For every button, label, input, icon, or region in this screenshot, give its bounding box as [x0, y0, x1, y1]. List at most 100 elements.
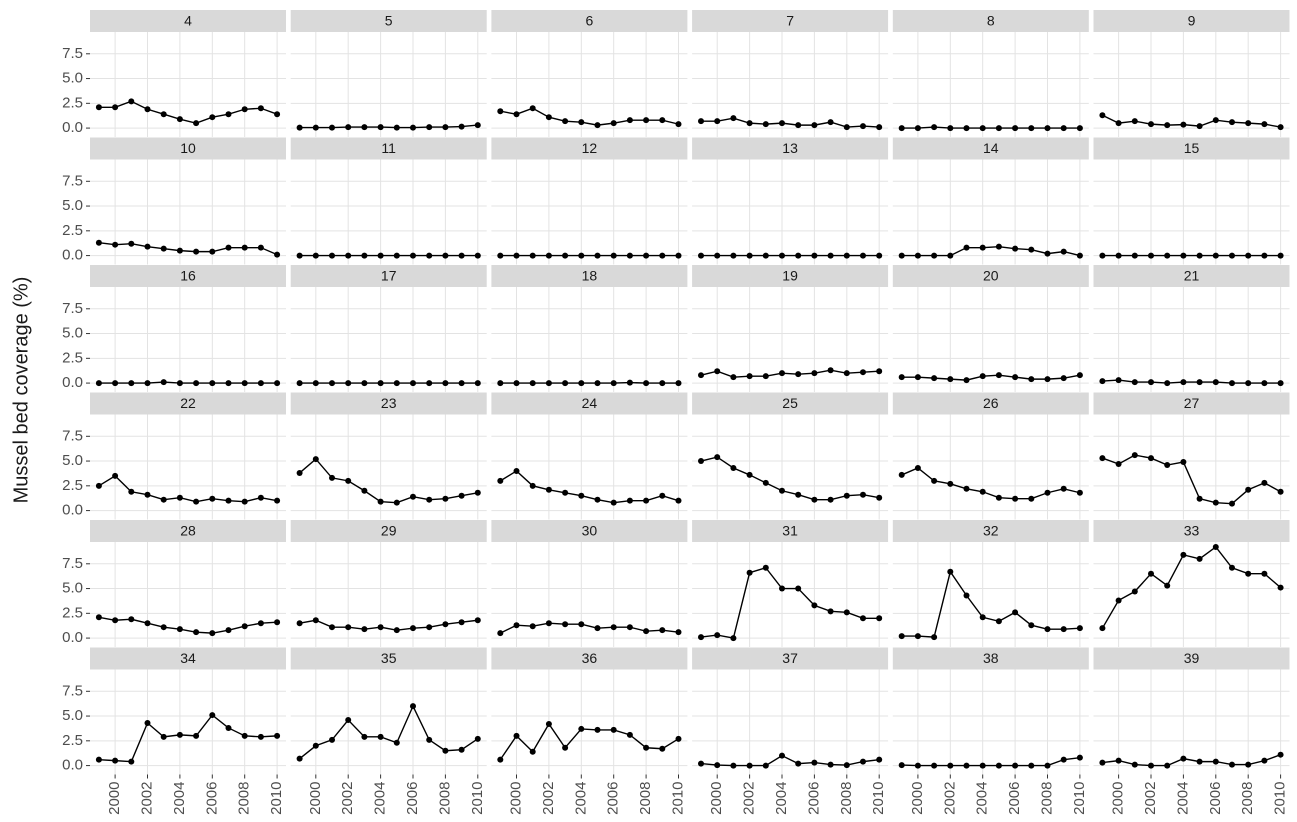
data-point — [112, 617, 119, 624]
data-point — [1164, 252, 1171, 259]
data-point — [876, 494, 883, 501]
data-point — [947, 568, 954, 575]
y-tick-label: 2.5 — [62, 94, 83, 111]
data-point — [594, 625, 601, 632]
data-point — [562, 252, 569, 259]
data-point — [963, 125, 970, 132]
strip — [692, 265, 889, 287]
data-point — [458, 252, 465, 259]
data-point — [209, 712, 216, 719]
x-tick-label: 2000 — [507, 782, 524, 815]
data-point — [95, 104, 102, 111]
data-point — [827, 608, 834, 615]
strip-text: 18 — [582, 268, 598, 284]
data-point — [730, 252, 737, 259]
y-tick-label: 2.5 — [62, 732, 83, 749]
data-point — [947, 252, 954, 259]
data-point — [345, 252, 352, 259]
data-point — [1277, 252, 1284, 259]
data-point — [931, 375, 938, 382]
data-point — [426, 496, 433, 503]
data-point — [811, 496, 818, 503]
data-point — [1180, 551, 1187, 558]
panel-background — [290, 287, 487, 392]
data-point — [1228, 252, 1235, 259]
data-point — [160, 245, 167, 252]
panel-background — [90, 32, 286, 137]
data-point — [795, 122, 802, 129]
data-point — [876, 368, 883, 375]
panel-background — [692, 159, 889, 265]
data-point — [1028, 376, 1035, 383]
data-point — [1261, 570, 1268, 577]
data-point — [1180, 252, 1187, 259]
panel-background — [692, 32, 889, 137]
data-point — [827, 367, 834, 374]
data-point — [1131, 118, 1138, 125]
data-point — [730, 374, 737, 381]
data-point — [914, 762, 921, 769]
data-point — [393, 380, 400, 387]
x-tick-label: 2008 — [436, 782, 453, 815]
data-point — [947, 480, 954, 487]
data-point — [876, 252, 883, 259]
y-tick-label: 0.0 — [62, 502, 83, 519]
data-point — [274, 380, 281, 387]
data-point — [1261, 380, 1268, 387]
strip — [1093, 265, 1290, 287]
data-point — [714, 118, 721, 125]
y-tick-label: 7.5 — [62, 172, 83, 189]
strip-text: 19 — [782, 268, 798, 284]
data-point — [1196, 123, 1203, 130]
data-point — [1196, 379, 1203, 386]
data-point — [995, 372, 1002, 379]
data-point — [160, 496, 167, 503]
strip-text: 17 — [381, 268, 397, 284]
data-point — [1164, 122, 1171, 129]
data-point — [795, 252, 802, 259]
data-point — [963, 244, 970, 251]
y-tick-label: 0.0 — [62, 757, 83, 774]
panel-background — [90, 669, 286, 775]
data-point — [811, 602, 818, 609]
data-point — [1044, 250, 1051, 257]
x-tick-label: 2002 — [540, 782, 557, 815]
data-point — [714, 454, 721, 461]
x-tick-label: 2000 — [1110, 782, 1127, 815]
y-tick-label: 7.5 — [62, 45, 83, 62]
strip — [491, 10, 688, 32]
data-point — [1099, 252, 1106, 259]
data-point — [730, 115, 737, 122]
data-point — [241, 380, 248, 387]
data-point — [843, 609, 850, 616]
data-point — [931, 762, 938, 769]
panel-background — [290, 669, 487, 775]
data-point — [562, 489, 569, 496]
data-point — [1164, 762, 1171, 769]
data-point — [1148, 379, 1155, 386]
strip — [491, 137, 688, 160]
data-point — [947, 376, 954, 383]
data-point — [610, 120, 617, 127]
strip-text: 33 — [1184, 523, 1200, 539]
data-point — [377, 624, 384, 631]
data-point — [377, 124, 384, 131]
data-point — [610, 499, 617, 506]
strip — [892, 520, 1089, 542]
data-point — [176, 494, 183, 501]
data-point — [545, 720, 552, 727]
x-tick-label: 2004 — [1174, 782, 1191, 815]
data-point — [513, 467, 520, 474]
data-point — [914, 633, 921, 640]
strip-text: 28 — [180, 523, 196, 539]
strip — [491, 392, 688, 415]
data-point — [529, 380, 536, 387]
data-point — [843, 252, 850, 259]
panel-background — [692, 414, 889, 520]
data-point — [714, 368, 721, 375]
data-point — [675, 629, 682, 636]
strip-text: 13 — [782, 140, 798, 156]
data-point — [876, 615, 883, 622]
data-point — [931, 634, 938, 641]
data-point — [393, 252, 400, 259]
